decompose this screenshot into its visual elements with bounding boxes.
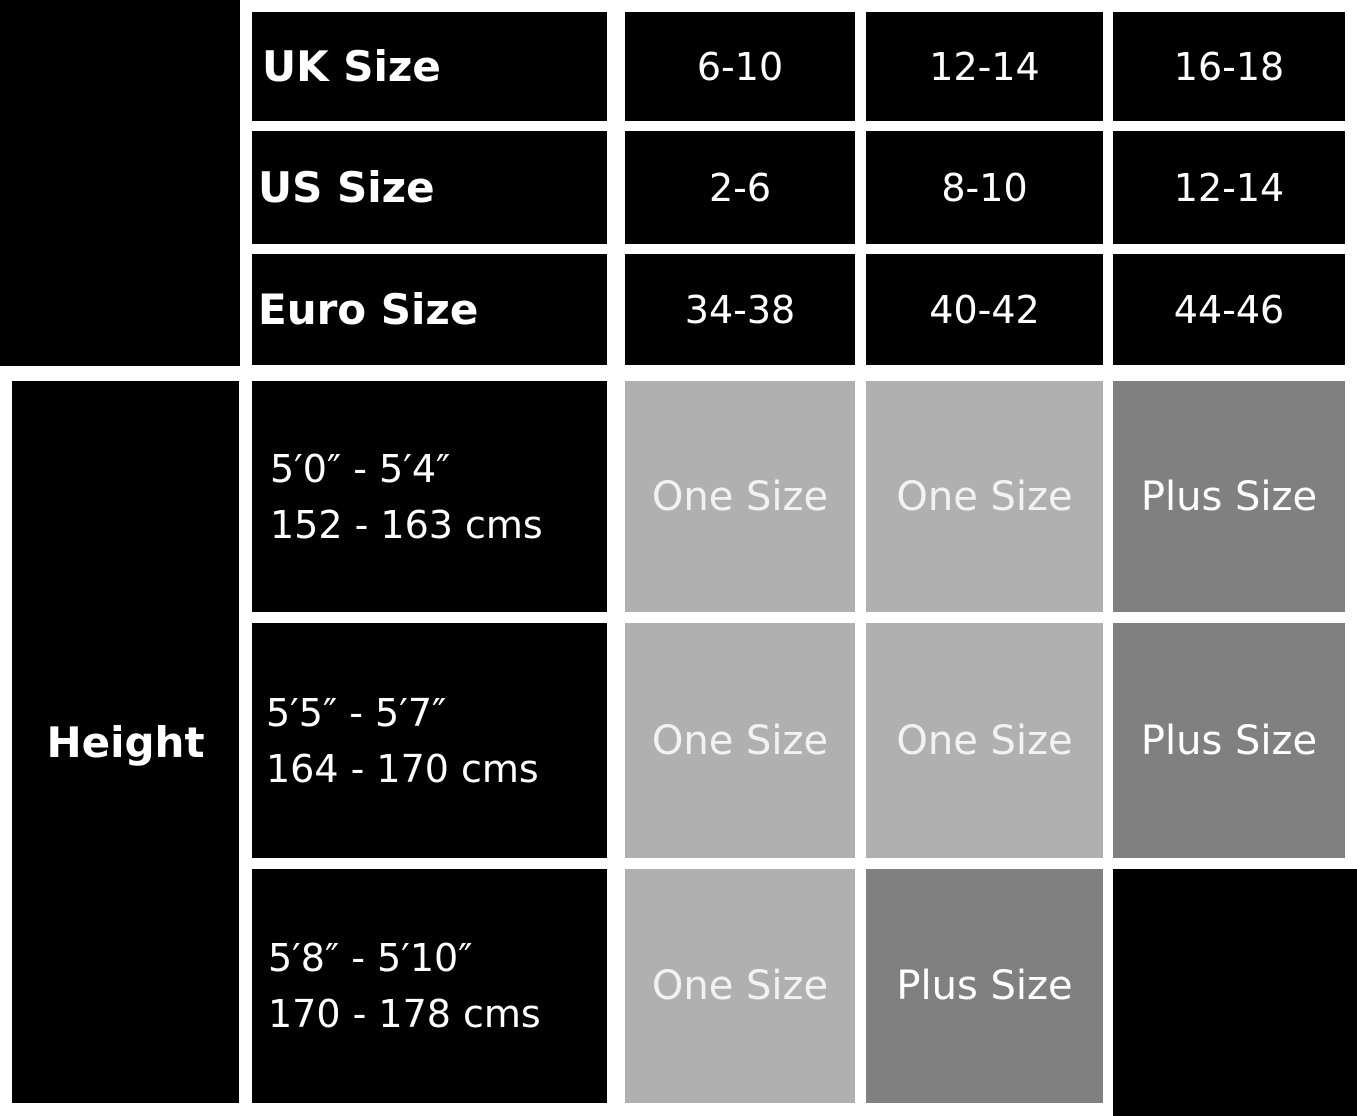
size-result: One Size <box>866 381 1103 612</box>
size-result: One Size <box>625 381 855 612</box>
uk-size-value: 16-18 <box>1113 12 1345 121</box>
size-result: Plus Size <box>866 869 1103 1103</box>
height-imperial: 5′0″ - 5′4″ <box>270 446 451 491</box>
us-size-value: 2-6 <box>625 131 855 244</box>
height-label: Height <box>12 381 239 1103</box>
size-result-empty <box>1113 869 1357 1116</box>
uk-size-value: 12-14 <box>866 12 1103 121</box>
size-result: One Size <box>625 869 855 1103</box>
euro-size-value: 40-42 <box>866 254 1103 365</box>
us-size-label: US Size <box>252 131 607 244</box>
size-result: One Size <box>866 623 1103 858</box>
size-result: Plus Size <box>1113 623 1345 858</box>
euro-size-value: 34-38 <box>625 254 855 365</box>
height-range-1: 5′0″ - 5′4″ 152 - 163 cms <box>252 381 607 612</box>
corner-block <box>0 0 240 366</box>
height-metric: 170 - 178 cms <box>268 992 541 1036</box>
height-range-3: 5′8″ - 5′10″ 170 - 178 cms <box>252 869 607 1103</box>
size-result: Plus Size <box>1113 381 1345 612</box>
height-range-2: 5′5″ - 5′7″ 164 - 170 cms <box>252 623 607 858</box>
uk-size-value: 6-10 <box>625 12 855 121</box>
euro-size-value: 44-46 <box>1113 254 1345 365</box>
height-metric: 164 - 170 cms <box>266 746 539 791</box>
height-metric: 152 - 163 cms <box>270 502 543 547</box>
us-size-value: 8-10 <box>866 131 1103 244</box>
size-result: One Size <box>625 623 855 858</box>
height-imperial: 5′5″ - 5′7″ <box>266 690 447 735</box>
height-imperial: 5′8″ - 5′10″ <box>268 936 473 980</box>
us-size-value: 12-14 <box>1113 131 1345 244</box>
euro-size-label: Euro Size <box>252 254 607 365</box>
uk-size-label: UK Size <box>252 12 607 121</box>
